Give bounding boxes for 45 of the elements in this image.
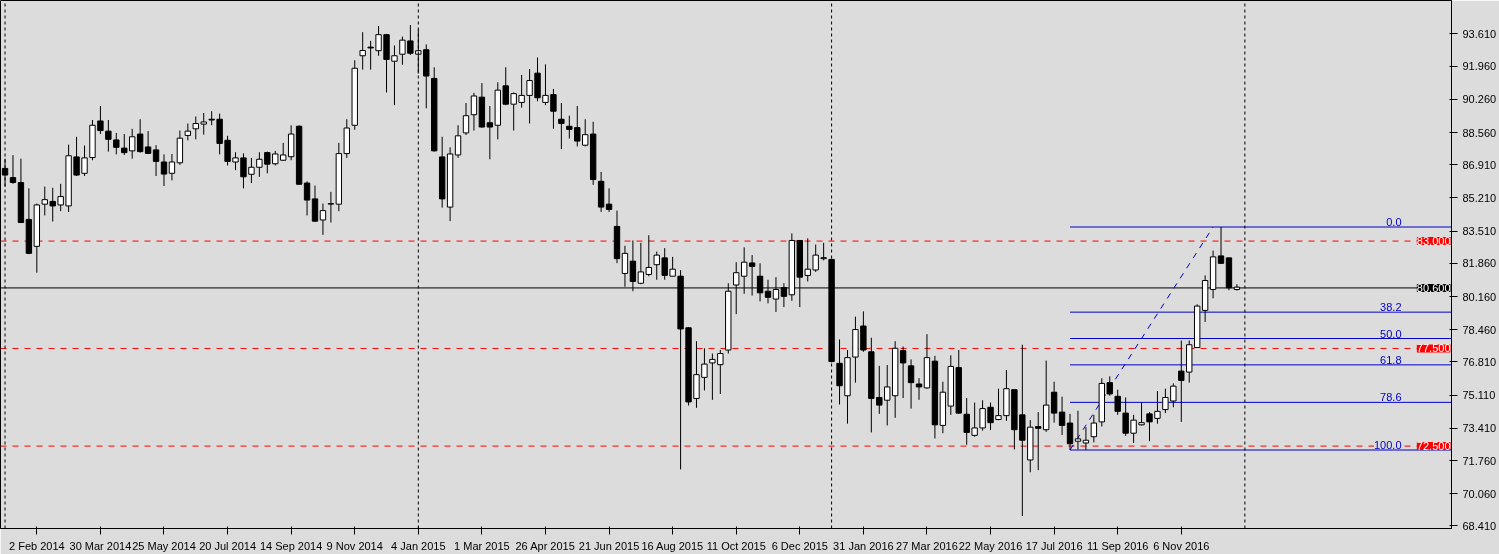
x-tick-label: 21 Jun 2015 <box>578 539 640 552</box>
x-tick-label: 4 Jan 2015 <box>391 539 446 552</box>
x-tick-label: 27 Mar 2016 <box>896 539 958 552</box>
series-label: 100.0 <box>1373 439 1402 451</box>
x-tick-label: 14 Sep 2014 <box>259 539 323 552</box>
x-tick-label: 26 Apr 2015 <box>515 539 575 552</box>
series-label: 78.6 <box>1380 391 1402 404</box>
y-tick-label: 80.160 <box>1462 290 1497 303</box>
x-tick-label: 11 Oct 2015 <box>706 539 766 552</box>
series-label: 61.8 <box>1380 353 1402 366</box>
y-tick-label: 78.460 <box>1462 323 1497 336</box>
ref-line-label: 72.500 <box>1416 440 1451 453</box>
x-tick-label: 11 Sep 2016 <box>1086 539 1149 552</box>
y-tick-label: 88.560 <box>1462 126 1497 139</box>
y-tick-label: 86.910 <box>1462 158 1497 171</box>
ref-line-label: 80.600 <box>1416 281 1451 294</box>
y-tick-label: 73.410 <box>1462 422 1497 435</box>
x-tick-label: 9 Nov 2014 <box>326 539 383 552</box>
ref-line-label: 83.000 <box>1416 235 1451 248</box>
series-label: 0.0 <box>1386 216 1402 229</box>
y-tick-label: 91.960 <box>1462 60 1497 73</box>
x-tick-label: 20 Jul 2014 <box>199 539 257 552</box>
x-tick-label: 16 Aug 2015 <box>641 539 704 552</box>
y-tick-label: 85.210 <box>1462 191 1497 204</box>
x-tick-label: 2 Feb 2014 <box>9 539 65 552</box>
y-tick-label: 93.610 <box>1462 27 1497 40</box>
x-tick-label: 30 Mar 2014 <box>69 539 132 552</box>
series-label: 38.2 <box>1380 301 1402 314</box>
x-tick-label: 25 May 2014 <box>132 539 196 552</box>
y-tick-label: 70.060 <box>1462 487 1497 500</box>
y-tick-label: 81.860 <box>1462 257 1497 270</box>
y-tick-label: 71.760 <box>1462 454 1497 467</box>
y-tick-label: 83.510 <box>1462 225 1497 238</box>
y-tick-label: 68.410 <box>1462 519 1497 532</box>
x-tick-label: 31 Jan 2016 <box>833 539 894 552</box>
series-label: 50.0 <box>1380 327 1402 340</box>
y-tick-label: 76.810 <box>1462 355 1497 368</box>
x-tick-label: 1 Mar 2015 <box>454 539 510 552</box>
x-tick-label: 22 May 2016 <box>958 539 1023 552</box>
x-tick-label: 17 Jul 2016 <box>1025 539 1083 552</box>
y-tick-label: 90.260 <box>1462 93 1497 106</box>
y-tick-label: 75.110 <box>1462 389 1496 402</box>
ref-line-label: 77.500 <box>1416 342 1451 355</box>
x-tick-label: 6 Dec 2015 <box>771 539 828 552</box>
x-tick-label: 6 Nov 2016 <box>1153 539 1210 552</box>
